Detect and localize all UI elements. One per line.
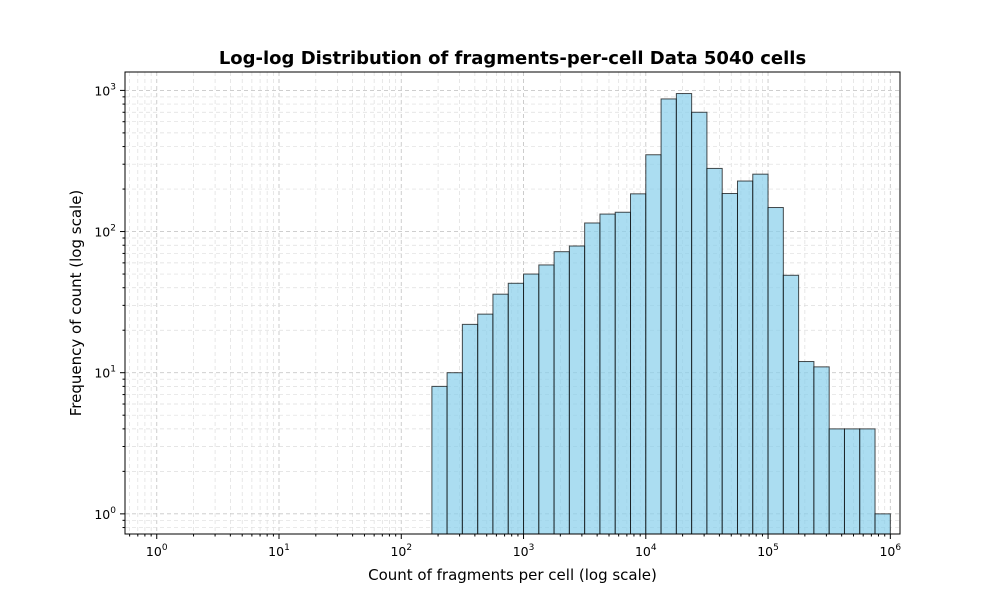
histogram-bar bbox=[492, 293, 509, 535]
x-tick-label: 106 bbox=[879, 543, 901, 559]
histogram-bar bbox=[477, 313, 494, 535]
y-tick-label: 101 bbox=[94, 365, 116, 381]
x-tick-label: 105 bbox=[757, 543, 779, 559]
histogram-bar bbox=[614, 211, 632, 535]
histogram-bar bbox=[523, 273, 540, 535]
histogram-bar bbox=[584, 222, 601, 535]
histogram-bar bbox=[553, 251, 570, 535]
histogram-bar bbox=[782, 274, 800, 535]
histogram-bar bbox=[568, 245, 586, 535]
y-tick-label: 100 bbox=[94, 506, 116, 522]
x-tick-label: 100 bbox=[146, 543, 168, 559]
chart-title: Log-log Distribution of fragments-per-ce… bbox=[219, 48, 806, 69]
histogram-bar bbox=[660, 98, 677, 535]
plot-frame bbox=[124, 71, 901, 535]
x-tick-label: 101 bbox=[268, 543, 290, 559]
histogram-bar bbox=[859, 428, 876, 535]
histogram-bar bbox=[736, 180, 754, 535]
histogram-bar bbox=[645, 154, 662, 535]
histogram-bar bbox=[507, 282, 525, 535]
histogram-bar bbox=[630, 193, 647, 535]
histogram-bar bbox=[752, 173, 769, 535]
histogram-bar bbox=[874, 513, 891, 535]
y-axis-label: Frequency of count (log scale) bbox=[67, 190, 85, 417]
histogram-bar bbox=[767, 207, 784, 535]
bars bbox=[431, 93, 891, 535]
histogram-bar bbox=[538, 264, 555, 535]
histogram-bar bbox=[843, 428, 861, 535]
histogram-bar bbox=[828, 428, 845, 535]
x-tick-label: 102 bbox=[390, 543, 412, 559]
histogram-bar bbox=[706, 167, 723, 535]
histogram-bar bbox=[813, 366, 830, 535]
y-tick-label: 103 bbox=[94, 82, 116, 98]
histogram-bar bbox=[461, 323, 479, 535]
x-axis-label: Count of fragments per cell (log scale) bbox=[368, 566, 657, 584]
x-axis-ticks: 100 101 102 103 104 105 106 bbox=[129, 534, 901, 559]
histogram-bar bbox=[599, 213, 616, 535]
histogram-bar bbox=[446, 372, 463, 535]
histogram-bar bbox=[721, 193, 738, 535]
x-tick-label: 103 bbox=[513, 543, 535, 559]
histogram-bar bbox=[691, 111, 708, 535]
y-axis-ticks: 100 101 102 103 bbox=[94, 82, 125, 529]
histogram-bar bbox=[431, 385, 448, 535]
y-tick-label: 102 bbox=[94, 224, 116, 240]
histogram-bar bbox=[798, 361, 815, 535]
histogram-bar bbox=[675, 93, 693, 535]
x-tick-label: 104 bbox=[635, 543, 657, 559]
